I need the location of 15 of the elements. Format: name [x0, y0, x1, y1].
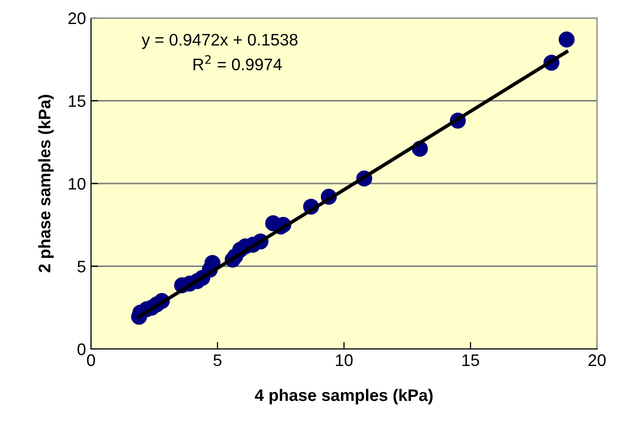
- y-tick-label: 5: [78, 260, 86, 272]
- x-tick-label: 0: [87, 354, 95, 366]
- y-tick-label: 0: [78, 343, 86, 356]
- x-tick-label: 10: [336, 354, 353, 366]
- x-axis-title: 4 phase samples (kPa): [254, 388, 433, 404]
- x-tick-label: 15: [462, 354, 480, 366]
- x-tick-label: 20: [588, 354, 606, 366]
- x-tick-label: 5: [214, 354, 222, 366]
- point: [558, 32, 575, 48]
- annotation: R$^{2}$ = 0.9974: [194, 55, 282, 70]
- annotation: y = 0.9472x + 0.1538: [142, 34, 298, 49]
- y-axis-title: 2 phase samples (kPa): [38, 94, 54, 272]
- y-tick-label: 20: [68, 12, 86, 24]
- y-tick-label: 15: [68, 95, 86, 107]
- y-tick-label: 10: [68, 178, 86, 190]
